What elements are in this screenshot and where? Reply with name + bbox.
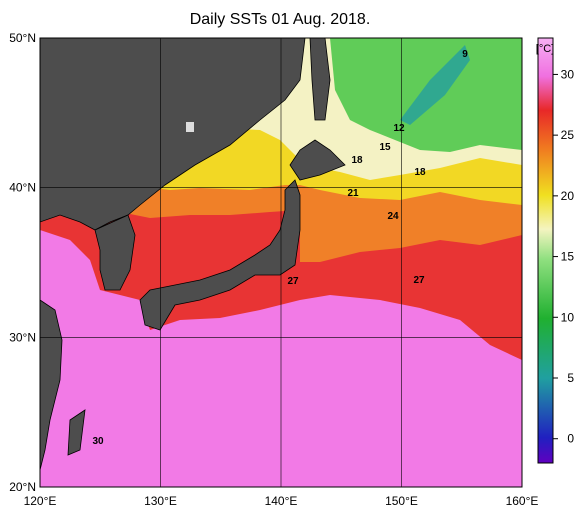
lon-tick-label: 140°E	[265, 494, 298, 508]
lat-tick-label: 20°N	[9, 480, 36, 494]
contour-label: 21	[347, 188, 359, 199]
lon-tick-label: 150°E	[385, 494, 418, 508]
title: Daily SSTs 01 Aug. 2018.	[190, 11, 371, 28]
ocean-cold	[400, 45, 470, 125]
land	[40, 299, 63, 471]
land	[289, 139, 346, 181]
map-frame	[39, 37, 523, 488]
contour-label: 18	[414, 167, 426, 178]
land	[40, 38, 306, 231]
colorbar-tick-label: 20	[561, 189, 575, 203]
contour-label: 9	[462, 49, 468, 60]
colorbar	[537, 37, 554, 464]
colorbar-tick-label: 30	[561, 67, 575, 81]
colorbar-unit: [°C]	[536, 43, 554, 55]
contour-label: 30	[92, 436, 104, 447]
colorbar-tick-label: 5	[567, 371, 574, 385]
lake	[186, 122, 194, 132]
lat-tick-label: 40°N	[9, 181, 36, 195]
lat-tick-label: 30°N	[9, 330, 36, 344]
contour-label: 18	[351, 155, 363, 166]
land	[67, 409, 86, 456]
contour-label: 15	[379, 142, 391, 153]
colorbar-tick-label: 0	[567, 432, 574, 446]
lon-tick-label: 130°E	[144, 494, 177, 508]
lat-tick-label: 50°N	[9, 31, 36, 45]
contour-labels: 9 12 15 18 18 21 24 27 27 30	[92, 49, 468, 447]
colorbar-tick-label: 15	[561, 250, 575, 264]
lon-tick-label: 160°E	[506, 494, 539, 508]
contour-label: 24	[387, 211, 399, 222]
colorbar-tick-label: 10	[561, 310, 575, 324]
contour-label: 27	[413, 275, 425, 286]
lon-tick-label: 120°E	[24, 494, 57, 508]
land	[309, 38, 331, 121]
land	[94, 214, 136, 291]
contour-label: 27	[287, 276, 299, 287]
colorbar-tick-label: 25	[561, 128, 575, 142]
contour-label: 12	[393, 123, 405, 134]
